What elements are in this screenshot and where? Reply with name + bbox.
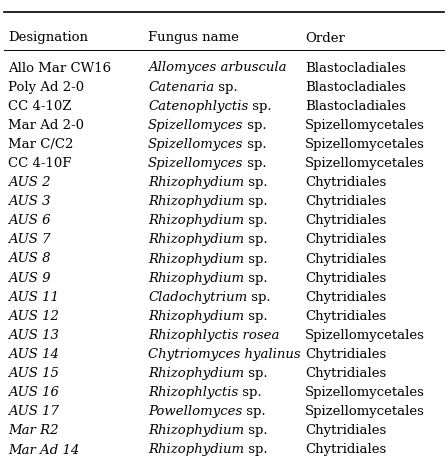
Text: Spizellomycetales: Spizellomycetales (305, 405, 425, 418)
Text: Chytridiales: Chytridiales (305, 367, 386, 380)
Text: Allo Mar CW16: Allo Mar CW16 (8, 61, 111, 74)
Text: Mar R2: Mar R2 (8, 425, 59, 438)
Text: sp.: sp. (214, 80, 238, 94)
Text: sp.: sp. (244, 272, 268, 285)
Text: sp.: sp. (238, 386, 262, 399)
Text: Spizellomyces: Spizellomyces (148, 138, 243, 151)
Text: AUS 8: AUS 8 (8, 253, 51, 266)
Text: AUS 17: AUS 17 (8, 405, 59, 418)
Text: Chytridiales: Chytridiales (305, 291, 386, 304)
Text: AUS 6: AUS 6 (8, 214, 51, 227)
Text: sp.: sp. (244, 425, 268, 438)
Text: sp.: sp. (242, 405, 266, 418)
Text: Rhizophydium: Rhizophydium (148, 367, 244, 380)
Text: AUS 12: AUS 12 (8, 310, 59, 323)
Text: sp.: sp. (244, 176, 268, 189)
Text: Rhizophydium: Rhizophydium (148, 444, 244, 456)
Text: AUS 3: AUS 3 (8, 195, 51, 208)
Text: Chytridiales: Chytridiales (305, 272, 386, 285)
Text: Spizellomycetales: Spizellomycetales (305, 119, 425, 132)
Text: sp.: sp. (244, 444, 268, 456)
Text: AUS 2: AUS 2 (8, 176, 51, 189)
Text: Rhizophydium: Rhizophydium (148, 253, 244, 266)
Text: Rhizophydium: Rhizophydium (148, 214, 244, 227)
Text: sp.: sp. (247, 291, 271, 304)
Text: Allomyces arbuscula: Allomyces arbuscula (148, 61, 287, 74)
Text: AUS 16: AUS 16 (8, 386, 59, 399)
Text: Rhizophydium: Rhizophydium (148, 310, 244, 323)
Text: sp.: sp. (243, 119, 267, 132)
Text: AUS 9: AUS 9 (8, 272, 51, 285)
Text: sp.: sp. (248, 100, 272, 113)
Text: Rhizophydium: Rhizophydium (148, 425, 244, 438)
Text: Spizellomyces: Spizellomyces (148, 119, 243, 132)
Text: Order: Order (305, 31, 345, 44)
Text: Spizellomycetales: Spizellomycetales (305, 386, 425, 399)
Text: Designation: Designation (8, 31, 88, 44)
Text: Spizellomycetales: Spizellomycetales (305, 138, 425, 151)
Text: Chytridiales: Chytridiales (305, 348, 386, 361)
Text: Rhizophydium: Rhizophydium (148, 233, 244, 246)
Text: Chytridiales: Chytridiales (305, 444, 386, 456)
Text: Cladochytrium: Cladochytrium (148, 291, 247, 304)
Text: Poly Ad 2-0: Poly Ad 2-0 (8, 80, 84, 94)
Text: Catenophlyctis: Catenophlyctis (148, 100, 248, 113)
Text: sp.: sp. (244, 233, 268, 246)
Text: Blastocladiales: Blastocladiales (305, 80, 406, 94)
Text: AUS 14: AUS 14 (8, 348, 59, 361)
Text: CC 4-10F: CC 4-10F (8, 157, 71, 170)
Text: Mar Ad 2-0: Mar Ad 2-0 (8, 119, 84, 132)
Text: Chytridiales: Chytridiales (305, 425, 386, 438)
Text: Blastocladiales: Blastocladiales (305, 61, 406, 74)
Text: sp.: sp. (243, 157, 267, 170)
Text: Rhizophlyctis: Rhizophlyctis (148, 386, 238, 399)
Text: Rhizophlyctis rosea: Rhizophlyctis rosea (148, 329, 280, 342)
Text: CC 4-10Z: CC 4-10Z (8, 100, 72, 113)
Text: Chytridiales: Chytridiales (305, 195, 386, 208)
Text: sp.: sp. (244, 195, 268, 208)
Text: sp.: sp. (244, 253, 268, 266)
Text: Chytridiales: Chytridiales (305, 233, 386, 246)
Text: AUS 15: AUS 15 (8, 367, 59, 380)
Text: Blastocladiales: Blastocladiales (305, 100, 406, 113)
Text: Rhizophydium: Rhizophydium (148, 176, 244, 189)
Text: Chytridiales: Chytridiales (305, 214, 386, 227)
Text: Chytridiales: Chytridiales (305, 253, 386, 266)
Text: Spizellomycetales: Spizellomycetales (305, 329, 425, 342)
Text: AUS 11: AUS 11 (8, 291, 59, 304)
Text: AUS 13: AUS 13 (8, 329, 59, 342)
Text: Chytriomyces hyalinus: Chytriomyces hyalinus (148, 348, 301, 361)
Text: Spizellomycetales: Spizellomycetales (305, 157, 425, 170)
Text: Rhizophydium: Rhizophydium (148, 195, 244, 208)
Text: sp.: sp. (244, 367, 268, 380)
Text: Mar Ad 14: Mar Ad 14 (8, 444, 79, 456)
Text: Powellomyces: Powellomyces (148, 405, 242, 418)
Text: Fungus name: Fungus name (148, 31, 239, 44)
Text: Catenaria: Catenaria (148, 80, 214, 94)
Text: sp.: sp. (243, 138, 267, 151)
Text: Chytridiales: Chytridiales (305, 310, 386, 323)
Text: Chytridiales: Chytridiales (305, 176, 386, 189)
Text: Spizellomyces: Spizellomyces (148, 157, 243, 170)
Text: AUS 7: AUS 7 (8, 233, 51, 246)
Text: sp.: sp. (244, 310, 268, 323)
Text: Rhizophydium: Rhizophydium (148, 272, 244, 285)
Text: Mar C/C2: Mar C/C2 (8, 138, 73, 151)
Text: sp.: sp. (244, 214, 268, 227)
